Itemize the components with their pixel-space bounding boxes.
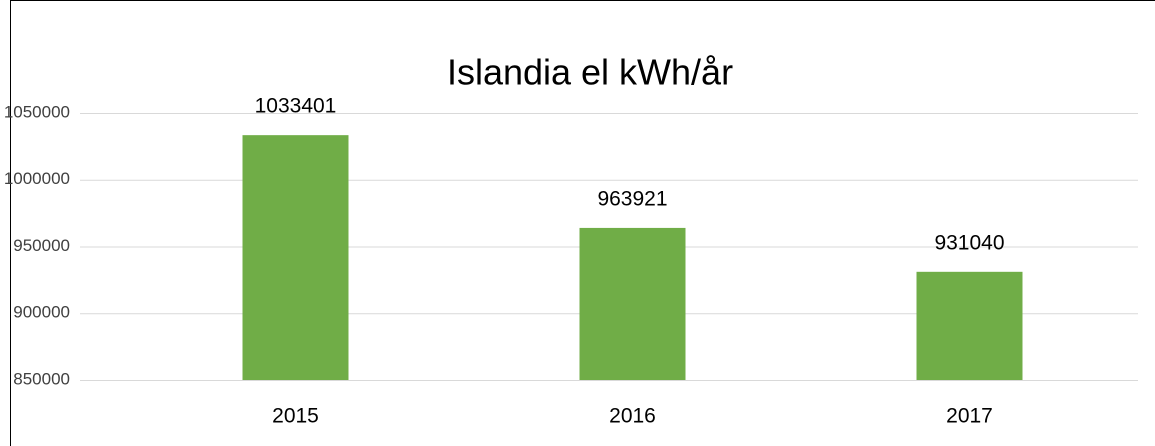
y-tick-label: 950000 (13, 236, 70, 255)
bar (916, 271, 1023, 380)
y-tick-label: 1000000 (4, 169, 70, 188)
y-tick-label: 1050000 (4, 102, 70, 121)
x-tick-label: 2015 (272, 405, 319, 428)
x-tick-label: 2016 (609, 405, 656, 428)
data-label: 963921 (597, 187, 667, 210)
data-label: 1033401 (255, 95, 337, 118)
data-label: 931040 (934, 231, 1004, 254)
bar (242, 135, 349, 380)
chart-title: Islandia el kWh/år (447, 52, 733, 93)
y-tick-label: 900000 (13, 303, 70, 322)
x-tick-label: 2017 (946, 405, 993, 428)
y-tick-label: 850000 (13, 369, 70, 388)
bar (579, 227, 686, 380)
